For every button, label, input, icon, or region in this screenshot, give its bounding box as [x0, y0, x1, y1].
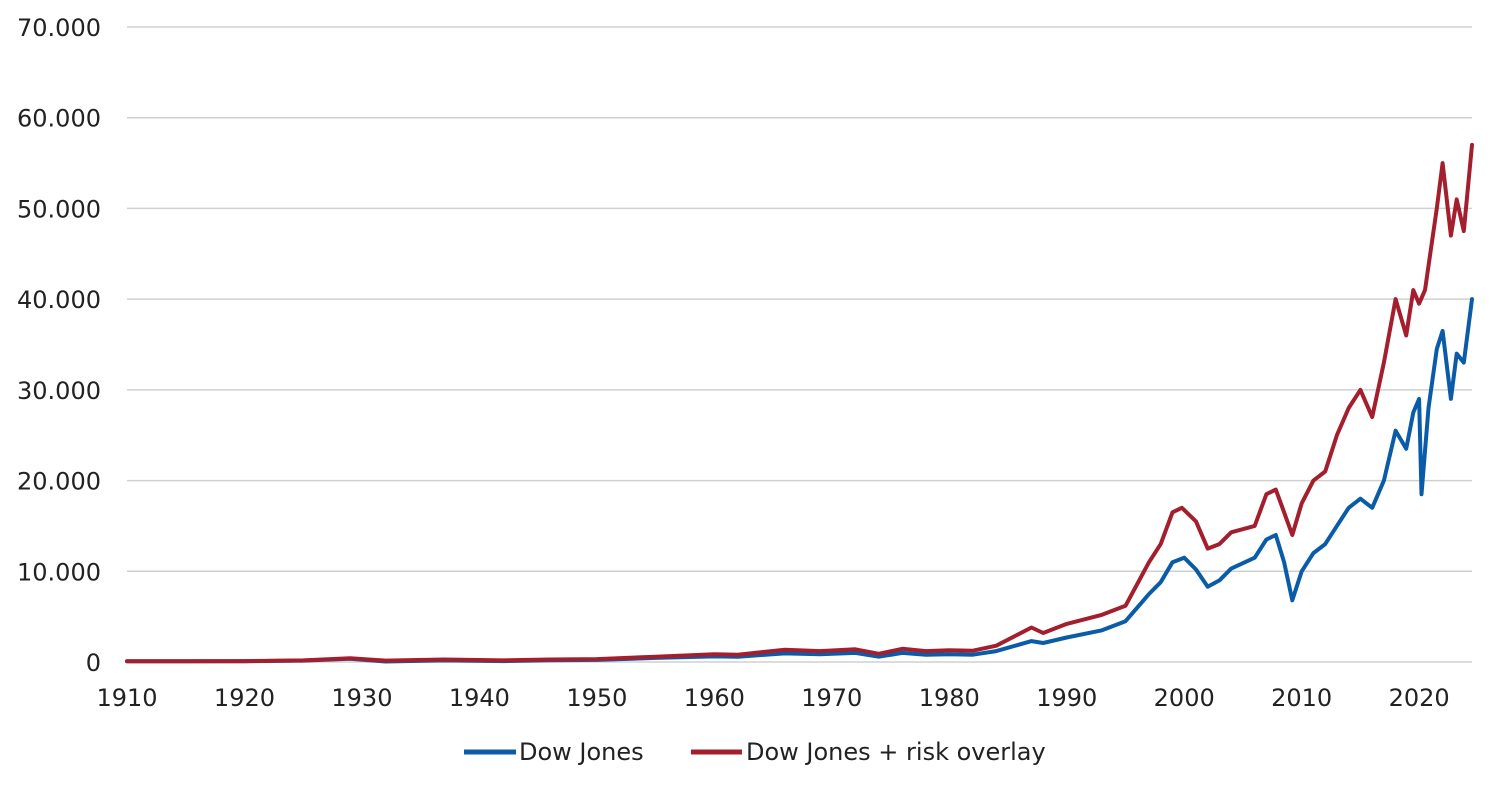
x-tick-label: 2020	[1389, 684, 1450, 712]
x-tick-label: 1930	[331, 684, 392, 712]
x-tick-label: 1960	[684, 684, 745, 712]
x-tick-label: 1970	[801, 684, 862, 712]
y-axis-ticks: 0 10.000 20.000 30.000 40.000 50.000 60.000 70.…	[17, 14, 101, 677]
y-tick-label: 10.000	[17, 558, 101, 586]
x-tick-label: 1950	[566, 684, 627, 712]
y-tick-label: 60.000	[17, 105, 101, 133]
x-tick-label: 1940	[449, 684, 510, 712]
x-tick-label: 1920	[214, 684, 275, 712]
y-tick-label: 40.000	[17, 286, 101, 314]
x-axis-ticks: 1910 1920 1930 1940 1950 1960 1970 1980 1990 2000…	[96, 684, 1449, 712]
x-tick-label: 1990	[1036, 684, 1097, 712]
series-line-dow-jones-risk-overlay	[125, 142, 1474, 664]
series-lines	[125, 142, 1474, 664]
legend-label-dow-jones: Dow Jones	[519, 738, 644, 766]
gridlines	[127, 26, 1472, 663]
y-tick-label: 30.000	[17, 377, 101, 405]
x-tick-label: 2010	[1271, 684, 1332, 712]
y-tick-label: 50.000	[17, 195, 101, 223]
legend: Dow Jones Dow Jones + risk overlay	[464, 738, 1046, 766]
x-tick-label: 1910	[96, 684, 157, 712]
y-tick-label: 0	[86, 649, 101, 677]
legend-label-dow-jones-risk-overlay: Dow Jones + risk overlay	[746, 738, 1046, 766]
x-tick-label: 1980	[919, 684, 980, 712]
y-tick-label: 70.000	[17, 14, 101, 42]
x-tick-label: 2000	[1154, 684, 1215, 712]
y-tick-label: 20.000	[17, 468, 101, 496]
